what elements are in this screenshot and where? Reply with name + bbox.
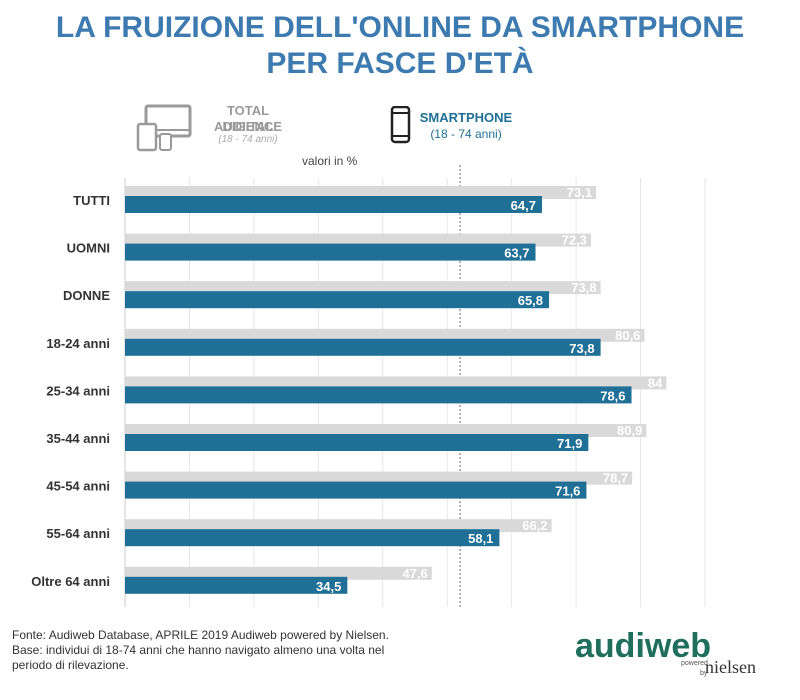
smartphone-value-label: 58,1 — [468, 531, 493, 546]
total-value-label: 72,3 — [562, 233, 587, 248]
devices-icon — [136, 104, 192, 152]
smartphone-value-label: 63,7 — [504, 246, 529, 261]
smartphone-bar — [125, 529, 500, 547]
legend-smartphone-sub: (18 - 74 anni) — [430, 127, 502, 141]
chart-title-line-2: PER FASCE D'ETÀ — [266, 47, 534, 80]
category-label: DONNE — [63, 288, 110, 303]
total-bar — [125, 376, 667, 390]
audiweb-wordmark: audiweb — [575, 627, 711, 665]
smartphone-value-label: 65,8 — [518, 293, 543, 308]
smartphone-bar — [125, 196, 542, 213]
legend-smartphone-label: SMARTPHONE — [419, 110, 513, 125]
category-label: 18-24 anni — [46, 336, 110, 351]
legend-total-label-1: TOTAL DIGITAL — [222, 103, 274, 134]
audiweb-logo: audiweb powered by nielsen — [575, 627, 756, 677]
smartphone-bar — [125, 338, 601, 356]
smartphone-bar — [125, 481, 587, 499]
total-value-label: 47,6 — [402, 566, 427, 581]
legend-total-sub: (18 - 74 anni) — [218, 134, 278, 145]
category-label: Oltre 64 anni — [31, 574, 110, 589]
category-label: 45-54 anni — [46, 479, 110, 494]
category-label: 25-34 anni — [46, 383, 110, 398]
total-value-label: 80,6 — [615, 328, 640, 343]
logo-by: by — [700, 670, 708, 677]
total-bar — [125, 328, 645, 342]
smartphone-bar — [125, 434, 589, 451]
smartphone-value-label: 64,7 — [511, 198, 536, 213]
logo-powered: powered — [681, 660, 708, 667]
total-bar — [125, 566, 432, 580]
total-value-label: 84 — [648, 375, 663, 390]
logo-nielsen: nielsen — [705, 657, 756, 677]
footer-base-2: periodo di rilevazione. — [12, 658, 129, 672]
total-value-label: 78,7 — [603, 471, 628, 486]
smartphone-bar — [125, 291, 550, 309]
total-value-label: 73,1 — [567, 185, 592, 200]
smartphone-value-label: 73,8 — [569, 341, 594, 356]
smartphone-icon — [390, 106, 411, 144]
units-note: valori in % — [302, 154, 358, 168]
total-bar — [125, 519, 552, 533]
total-bar — [125, 424, 647, 437]
smartphone-bar — [125, 243, 536, 261]
total-value-label: 66,2 — [522, 518, 547, 533]
smartphone-value-label: 78,6 — [600, 388, 625, 403]
footer-base-1: Base: individui di 18-74 anni che hanno … — [12, 643, 385, 657]
total-value-label: 73,8 — [571, 280, 596, 295]
smartphone-value-label: 71,6 — [555, 484, 580, 499]
category-label: 35-44 anni — [46, 431, 110, 446]
total-bar — [125, 281, 601, 295]
total-value-label: 80,9 — [617, 423, 642, 438]
category-label: UOMNI — [67, 241, 110, 256]
smartphone-bar — [125, 386, 632, 404]
smartphone-value-label: 34,5 — [316, 579, 341, 594]
total-bar — [125, 233, 591, 247]
chart-title-line-1: LA FRUIZIONE DELL'ONLINE DA SMARTPHONE — [55, 11, 745, 44]
footer-source: Fonte: Audiweb Database, APRILE 2019 Aud… — [12, 628, 389, 642]
category-label: TUTTI — [73, 193, 110, 208]
total-bar — [125, 471, 633, 485]
smartphone-bar — [125, 576, 348, 594]
bar-chart: TUTTI 73,1 64,7 UOMNI 72,3 63,7 DONNE 73,8 65,8 1… — [31, 165, 706, 607]
total-bar — [125, 186, 597, 199]
category-label: 55-64 anni — [46, 526, 110, 541]
legend-total-label-2: AUDIENCE — [214, 119, 282, 134]
smartphone-value-label: 71,9 — [557, 436, 582, 451]
